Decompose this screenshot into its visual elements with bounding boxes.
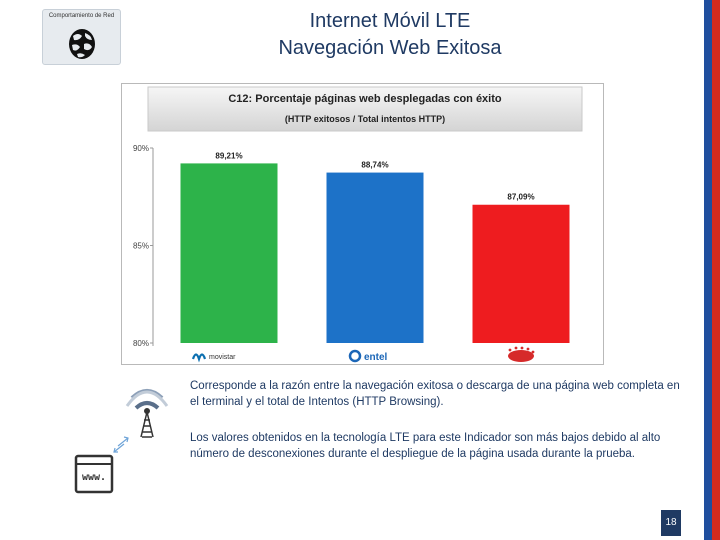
page-title-line1: Internet Móvil LTE (309, 10, 471, 32)
browser-url-text: www. (82, 472, 106, 483)
entel-logo-icon (348, 349, 362, 363)
x-category-label: movistar (209, 354, 236, 361)
page-number: 18 (661, 510, 681, 536)
claro-logo-dot (520, 346, 524, 350)
antenna-signal-icon (125, 389, 169, 438)
page-title-line2: Navegación Web Exitosa (278, 37, 502, 59)
description-paragraph-1: Corresponde a la razón entre la navegaci… (190, 380, 680, 408)
x-category-label: entel (364, 352, 388, 363)
y-tick-label: 80% (133, 339, 149, 348)
web-browser-icon: www. (74, 454, 114, 494)
chart-frame: C12: Porcentaje páginas web desplegadas … (121, 83, 604, 365)
bar-claro (472, 204, 570, 343)
claro-logo-icon (508, 350, 534, 362)
network-globe-icon (69, 29, 95, 59)
data-transfer-arrows-icon (113, 436, 129, 453)
claro-logo-dot (526, 347, 530, 351)
chart-subtitle: (HTTP exitosos / Total intentos HTTP) (285, 114, 445, 124)
movistar-logo-icon (191, 353, 207, 363)
data-label-claro: 87,09% (507, 193, 534, 202)
flag-blue-stripe (704, 0, 712, 540)
chilean-flag-stripe (704, 0, 720, 540)
y-tick-label: 90% (133, 144, 149, 153)
chart-header-panel (147, 86, 583, 132)
bar-movistar (180, 163, 278, 343)
claro-logo-dot (514, 346, 518, 350)
y-tick-label: 85% (133, 242, 149, 251)
chart-title: C12: Porcentaje páginas web desplegadas … (228, 93, 502, 105)
section-badge: Comportamiento de Red (42, 9, 121, 65)
claro-logo-dot (531, 350, 535, 354)
flag-red-stripe (712, 0, 720, 540)
page-title: Internet Móvil LTE Navegación Web Exitos… (200, 8, 580, 62)
data-label-movistar: 89,21% (215, 151, 242, 160)
bar-entel (326, 172, 424, 343)
section-badge-label: Comportamiento de Red (48, 13, 115, 19)
claro-logo-dot (508, 348, 512, 352)
bar-chart: C12: Porcentaje páginas web desplegadas … (133, 86, 583, 363)
data-label-entel: 88,74% (361, 161, 388, 170)
description-paragraph-2: Los valores obtenidos en la tecnología L… (190, 432, 661, 460)
network-illustration: www. (74, 389, 169, 494)
